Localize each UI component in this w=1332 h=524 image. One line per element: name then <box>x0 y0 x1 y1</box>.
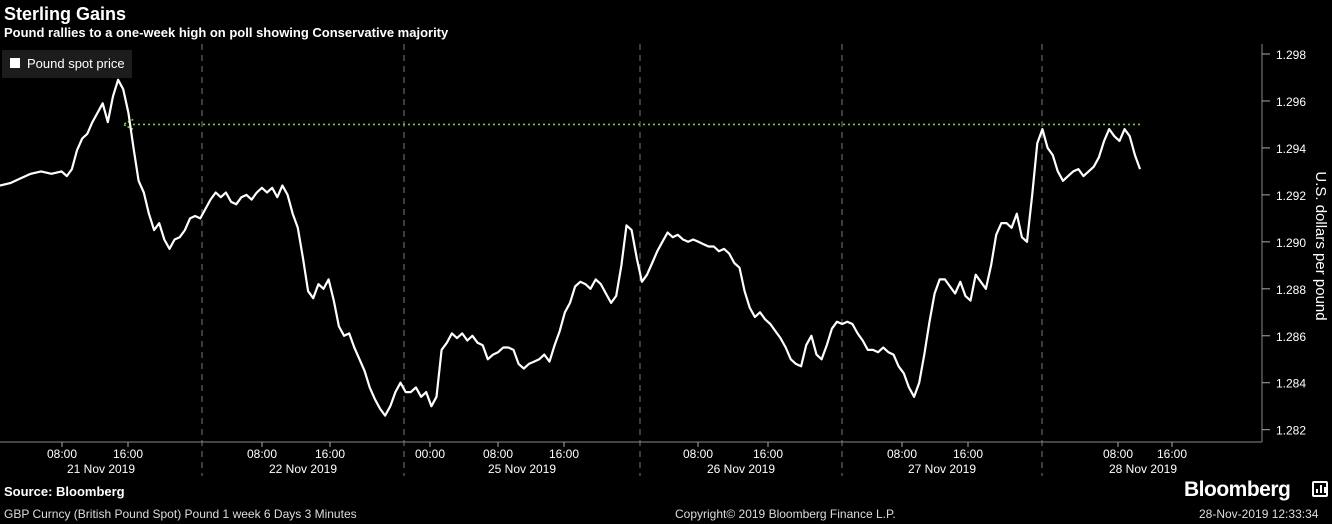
day-gridlines <box>201 44 1043 476</box>
x-day-label: 21 Nov 2019 <box>67 462 135 476</box>
source-note: Source: Bloomberg <box>4 484 125 499</box>
x-time-label: 16:00 <box>315 447 345 461</box>
y-tick-label: 1.282 <box>1276 424 1306 438</box>
y-tick-label: 1.296 <box>1276 95 1306 109</box>
x-time-label: 16:00 <box>1157 447 1187 461</box>
annotation-arrow-head <box>121 118 134 131</box>
copyright: Copyright© 2019 Bloomberg Finance L.P. <box>675 507 896 521</box>
x-day-label: 26 Nov 2019 <box>707 462 775 476</box>
legend: Pound spot price <box>2 50 132 78</box>
x-day-label: 25 Nov 2019 <box>488 462 556 476</box>
y-tick-label: 1.292 <box>1276 189 1306 203</box>
y-tick-label: 1.298 <box>1276 48 1306 62</box>
x-time-label: 08:00 <box>887 447 917 461</box>
y-axis-ticks: 1.298 1.296 1.294 1.292 1.290 1.288 1.286 1.284… <box>1262 48 1306 438</box>
x-axis-ticks: 08:00 16:00 08:00 16:00 00:00 08:00 16:00 08:00… <box>47 442 1187 476</box>
x-time-label: 08:00 <box>483 447 513 461</box>
ticker-info: GBP Curncy (British Pound Spot) Pound 1 … <box>4 507 357 521</box>
chart-title: Sterling Gains <box>4 4 127 24</box>
legend-label: Pound spot price <box>27 56 125 71</box>
legend-swatch <box>10 58 20 68</box>
x-time-label: 16:00 <box>113 447 143 461</box>
x-time-label: 08:00 <box>247 447 277 461</box>
x-time-label: 16:00 <box>953 447 983 461</box>
series-line <box>0 78 1142 417</box>
y-tick-label: 1.284 <box>1276 377 1306 391</box>
x-time-label: 08:00 <box>683 447 713 461</box>
y-tick-label: 1.294 <box>1276 142 1306 156</box>
bloomberg-chart-icon <box>1312 481 1328 497</box>
annotation-arrow <box>121 118 1140 131</box>
x-time-label: 00:00 <box>415 447 445 461</box>
y-axis-label: U.S. dollars per pound <box>1312 171 1329 320</box>
x-time-label: 16:00 <box>753 447 783 461</box>
x-time-label: 08:00 <box>1103 447 1133 461</box>
x-day-label: 22 Nov 2019 <box>269 462 337 476</box>
bloomberg-logo: Bloomberg <box>1184 478 1291 501</box>
x-time-label: 08:00 <box>47 447 77 461</box>
timestamp: 28-Nov-2019 12:33:34 <box>1199 507 1319 521</box>
y-tick-label: 1.286 <box>1276 330 1306 344</box>
x-day-label: 27 Nov 2019 <box>908 462 976 476</box>
y-tick-label: 1.290 <box>1276 236 1306 250</box>
y-tick-label: 1.288 <box>1276 283 1306 297</box>
x-time-label: 16:00 <box>549 447 579 461</box>
x-day-label: 28 Nov 2019 <box>1109 462 1177 476</box>
chart-subtitle: Pound rallies to a one-week high on poll… <box>4 25 449 40</box>
